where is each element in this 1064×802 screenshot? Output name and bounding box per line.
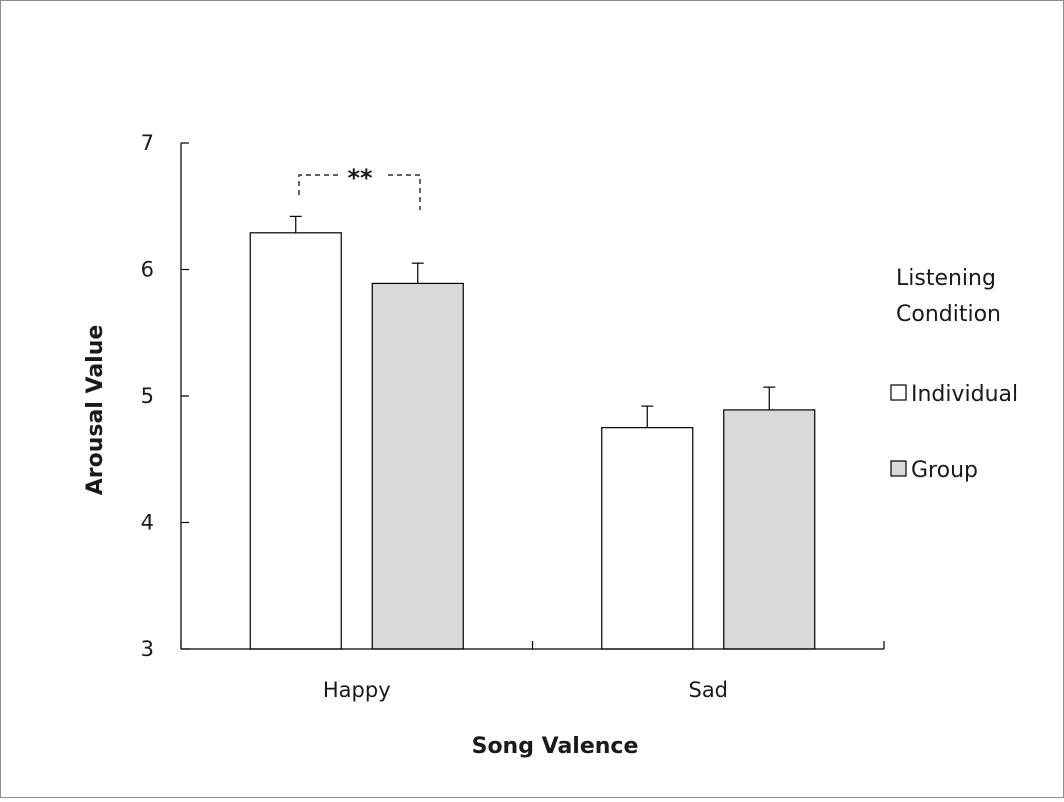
legend-title-line-1: Listening [896,266,996,291]
x-axis-title: Song Valence [472,734,639,759]
y-tick-label: 4 [141,511,154,535]
legend-swatch-individual [890,384,907,401]
legend-label-group: Group [911,458,978,483]
y-tick-labels: 3 4 5 6 7 [141,131,154,661]
y-axis-title: Arousal Value [83,325,108,496]
bar-sad-individual [601,427,694,650]
axes-layer [180,142,885,650]
significance-marker: ** [347,164,373,192]
x-category-label: Happy [323,678,391,702]
legend: Listening Condition Individual Group [890,266,1018,483]
y-tick-label: 5 [141,384,154,408]
x-category-label: Sad [688,678,728,702]
legend-label-individual: Individual [911,382,1018,407]
legend-swatch-group [890,460,907,477]
bar-happy-individual [249,232,342,650]
x-category-labels: Happy Sad [323,678,728,702]
bar-happy-group [371,282,464,650]
y-tick-label: 6 [141,258,154,282]
significance-annotation: ** [298,164,421,210]
error-bars-layer [289,215,776,428]
legend-title-line-2: Condition [896,302,1001,327]
bar-sad-group [723,409,816,650]
y-tick-label: 7 [141,131,154,155]
significance-bracket-right [388,174,421,210]
y-tick-label: 3 [141,637,154,661]
significance-bracket-left [298,174,338,195]
